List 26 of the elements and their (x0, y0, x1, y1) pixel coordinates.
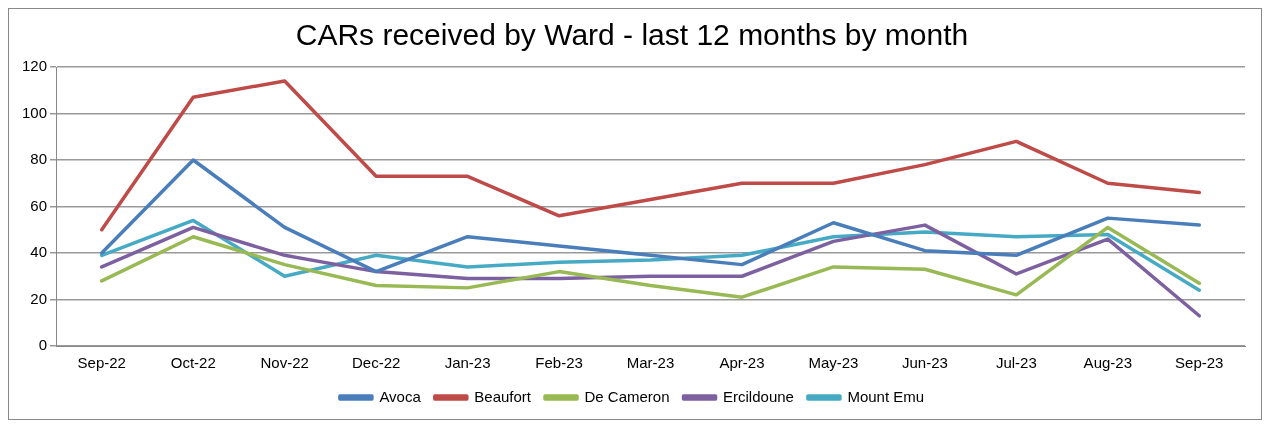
x-tick-label: Nov-22 (260, 354, 309, 372)
legend-label: De Cameron (584, 387, 670, 405)
y-tick-label: 20 (30, 289, 48, 307)
x-tick-label: Apr-23 (719, 354, 765, 372)
x-tick-label: Jul-23 (995, 354, 1037, 372)
x-tick-label: May-23 (808, 354, 859, 372)
legend-label: Beaufort (474, 387, 532, 405)
x-tick-label: Jun-23 (901, 354, 948, 372)
x-tick-label: Sep-23 (1175, 354, 1224, 372)
y-tick-label: 120 (22, 57, 48, 75)
legend-label: Mount Emu (847, 387, 925, 405)
y-tick-label: 80 (30, 150, 48, 168)
legend-label: Avoca (379, 387, 422, 405)
chart-title: CARs received by Ward - last 12 months by month (295, 18, 969, 52)
x-tick-label: Feb-23 (535, 354, 583, 372)
y-tick-label: 40 (30, 243, 48, 261)
x-tick-label: Oct-22 (170, 354, 216, 372)
x-tick-label: Dec-22 (351, 354, 401, 372)
y-tick-label: 0 (38, 336, 48, 354)
x-tick-label: Aug-23 (1083, 354, 1132, 372)
x-tick-label: Sep-22 (77, 354, 126, 372)
y-tick-label: 100 (22, 103, 48, 121)
y-tick-label: 60 (30, 196, 48, 214)
x-tick-label: Jan-23 (444, 354, 491, 372)
x-tick-label: Mar-23 (626, 354, 675, 372)
legend-label: Ercildoune (723, 387, 794, 405)
